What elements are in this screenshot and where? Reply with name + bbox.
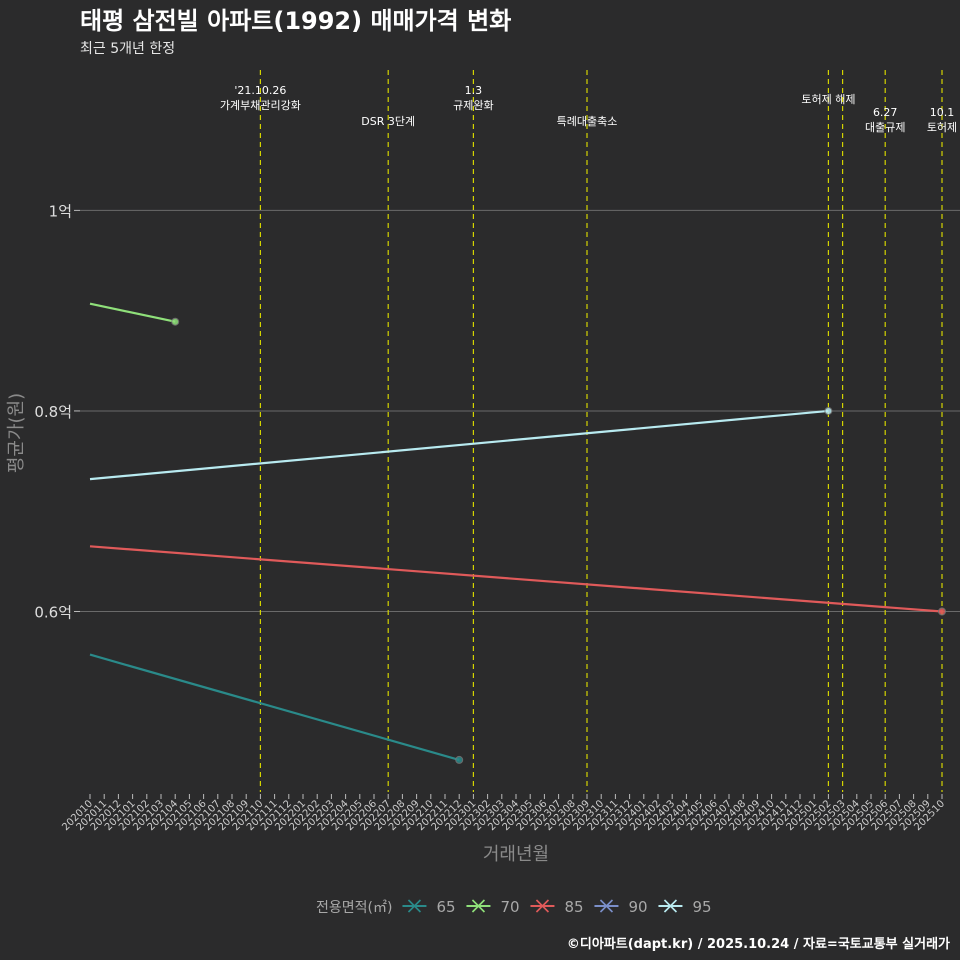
event-label-1-0: DSR 3단계 xyxy=(361,115,415,128)
legend-key-cross-b-70 xyxy=(471,899,486,913)
legend-item-90: 90 xyxy=(594,898,648,916)
chart-title: 태평 삼전빌 아파트(1992) 매매가격 변화 xyxy=(80,7,511,35)
legend-item-65: 65 xyxy=(402,898,456,916)
event-label-2-0: 1.3 xyxy=(465,84,483,97)
y-tick-label-0: 0.6억 xyxy=(34,604,72,622)
legend-label-90: 90 xyxy=(628,898,647,916)
y-axis-ticks: 0.6억 0.8억 1억 xyxy=(34,202,80,622)
legend: 전용면적(㎡) 65 70 85 90 95 xyxy=(316,898,712,916)
legend-key-cross-b-85 xyxy=(535,899,550,913)
series-line-65 xyxy=(89,653,460,761)
x-axis-title: 거래년월 xyxy=(483,844,549,865)
series-line-95 xyxy=(89,409,829,481)
event-label-7-0: 10.1 xyxy=(930,106,955,119)
event-label-6-1: 대출규제 xyxy=(865,121,905,134)
x-axis-ticks: 2020102020112020122021012021022021032021… xyxy=(60,794,947,833)
chart-subtitle: 최근 5개년 한정 xyxy=(80,41,175,57)
legend-key-cross-b-90 xyxy=(599,899,614,913)
legend-key-cross-b-95 xyxy=(663,899,678,913)
series-marker-95 xyxy=(824,406,833,415)
event-label-0-1: 가계부채관리강화 xyxy=(220,99,301,112)
legend-label-65: 65 xyxy=(436,898,455,916)
gridlines xyxy=(80,209,960,612)
event-label-7-1: 토허제 xyxy=(927,121,957,134)
legend-key-cross-b-65 xyxy=(407,899,422,913)
y-tick-label-1: 0.8억 xyxy=(34,403,72,421)
series-marker-85 xyxy=(938,607,946,616)
legend-label-95: 95 xyxy=(692,898,711,916)
legend-label-85: 85 xyxy=(564,898,583,916)
event-label-6-0: 6.27 xyxy=(873,106,898,119)
y-axis-title: 평균가(원) xyxy=(6,393,27,473)
series-marker-70 xyxy=(171,317,180,326)
event-label-3-0: 특례대출축소 xyxy=(557,115,618,128)
legend-item-70: 70 xyxy=(466,898,520,916)
series-line-85 xyxy=(89,545,943,613)
legend-title: 전용면적(㎡) xyxy=(316,900,392,916)
legend-label-70: 70 xyxy=(500,898,519,916)
event-label-2-1: 규제완화 xyxy=(453,99,493,112)
series-marker-65 xyxy=(455,755,464,764)
event-label-0-0: '21.10.26 xyxy=(234,84,286,97)
legend-item-85: 85 xyxy=(530,898,584,916)
event-label-4-0: 토허제 해제 xyxy=(801,92,855,106)
series-lines xyxy=(89,302,946,764)
series-line-70 xyxy=(89,302,176,323)
chart-caption: ©디아파트(dapt.kr) / 2025.10.24 / 자료=국토교통부 실… xyxy=(567,936,950,952)
legend-item-95: 95 xyxy=(658,898,712,916)
y-tick-label-2: 1억 xyxy=(49,202,72,220)
